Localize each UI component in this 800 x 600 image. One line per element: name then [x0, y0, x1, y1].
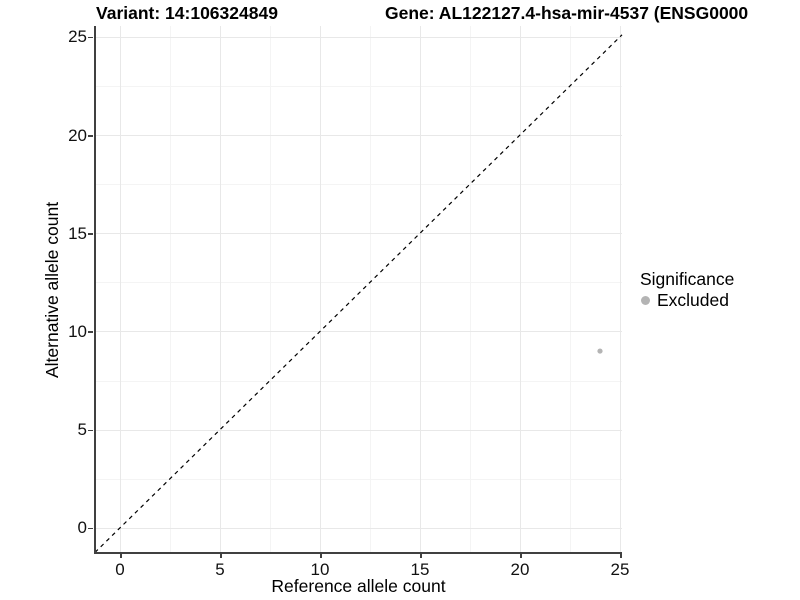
x-major-gridline [620, 26, 621, 553]
legend-item-label: Excluded [657, 290, 729, 310]
y-major-gridline [95, 135, 622, 136]
plot-panel: 0 5 10 15 20 25 0 5 10 15 20 25 [68, 26, 629, 579]
x-minor-gridline [170, 26, 171, 553]
y-major-gridline [95, 36, 622, 38]
x-minor-gridline [570, 26, 571, 553]
y-minor-gridline [95, 478, 622, 480]
plot-title-gene: Gene: AL122127.4-hsa-mir-4537 (ENSG0000 [385, 3, 749, 23]
x-tick-label: 0 [115, 560, 125, 579]
data-point [597, 348, 603, 354]
y-minor-gridline [95, 380, 622, 382]
y-tick-mark [88, 429, 93, 432]
x-major-gridline [520, 26, 521, 553]
y-tick-mark [88, 233, 93, 235]
identity-dashed-line [94, 34, 623, 553]
x-tick-mark [420, 553, 422, 558]
y-major-gridline [95, 527, 622, 529]
x-major-gridline [420, 26, 421, 553]
y-tick-label: 25 [68, 27, 87, 47]
x-tick-label: 20 [510, 560, 530, 579]
x-minor-gridline [370, 26, 371, 553]
x-minor-gridline [270, 26, 271, 553]
x-tick-label: 15 [410, 560, 430, 579]
y-tick-mark [88, 36, 93, 39]
legend: Significance Excluded [640, 268, 734, 311]
x-tick-label: 5 [215, 560, 225, 579]
x-major-gridline [120, 26, 121, 553]
plot-canvas [94, 34, 623, 553]
x-tick-label: 10 [310, 560, 330, 579]
x-minor-gridline [470, 26, 471, 553]
x-tick-mark [120, 553, 122, 558]
y-tick-mark [88, 135, 93, 137]
x-tick-mark [320, 553, 322, 558]
y-tick-mark [88, 527, 93, 530]
x-tick-mark [620, 553, 622, 558]
y-tick-mark [88, 331, 93, 333]
y-major-gridline [95, 233, 622, 235]
y-minor-gridline [95, 184, 622, 186]
y-axis-line [94, 26, 96, 554]
x-major-gridline [220, 26, 221, 553]
x-tick-mark [520, 553, 522, 558]
y-tick-label: 15 [68, 223, 87, 243]
x-tick-mark [220, 553, 222, 558]
y-minor-gridline [95, 282, 622, 284]
y-axis-title: Alternative allele count [42, 201, 62, 378]
plot-title-variant: Variant: 14:106324849 [96, 3, 278, 23]
y-major-gridline [95, 429, 622, 431]
y-major-gridline [95, 331, 622, 333]
legend-title: Significance [640, 269, 735, 289]
y-tick-label: 20 [68, 125, 87, 145]
y-tick-label: 0 [77, 518, 87, 538]
x-axis-line [94, 552, 622, 554]
legend-point-swatch [641, 296, 650, 305]
x-axis-title: Reference allele count [271, 576, 446, 596]
x-major-gridline [320, 26, 321, 553]
y-tick-label: 10 [68, 321, 87, 341]
y-tick-label: 5 [77, 420, 87, 440]
y-minor-gridline [95, 85, 622, 87]
legend-item-excluded: Excluded [640, 290, 734, 311]
x-tick-label: 25 [610, 560, 630, 579]
